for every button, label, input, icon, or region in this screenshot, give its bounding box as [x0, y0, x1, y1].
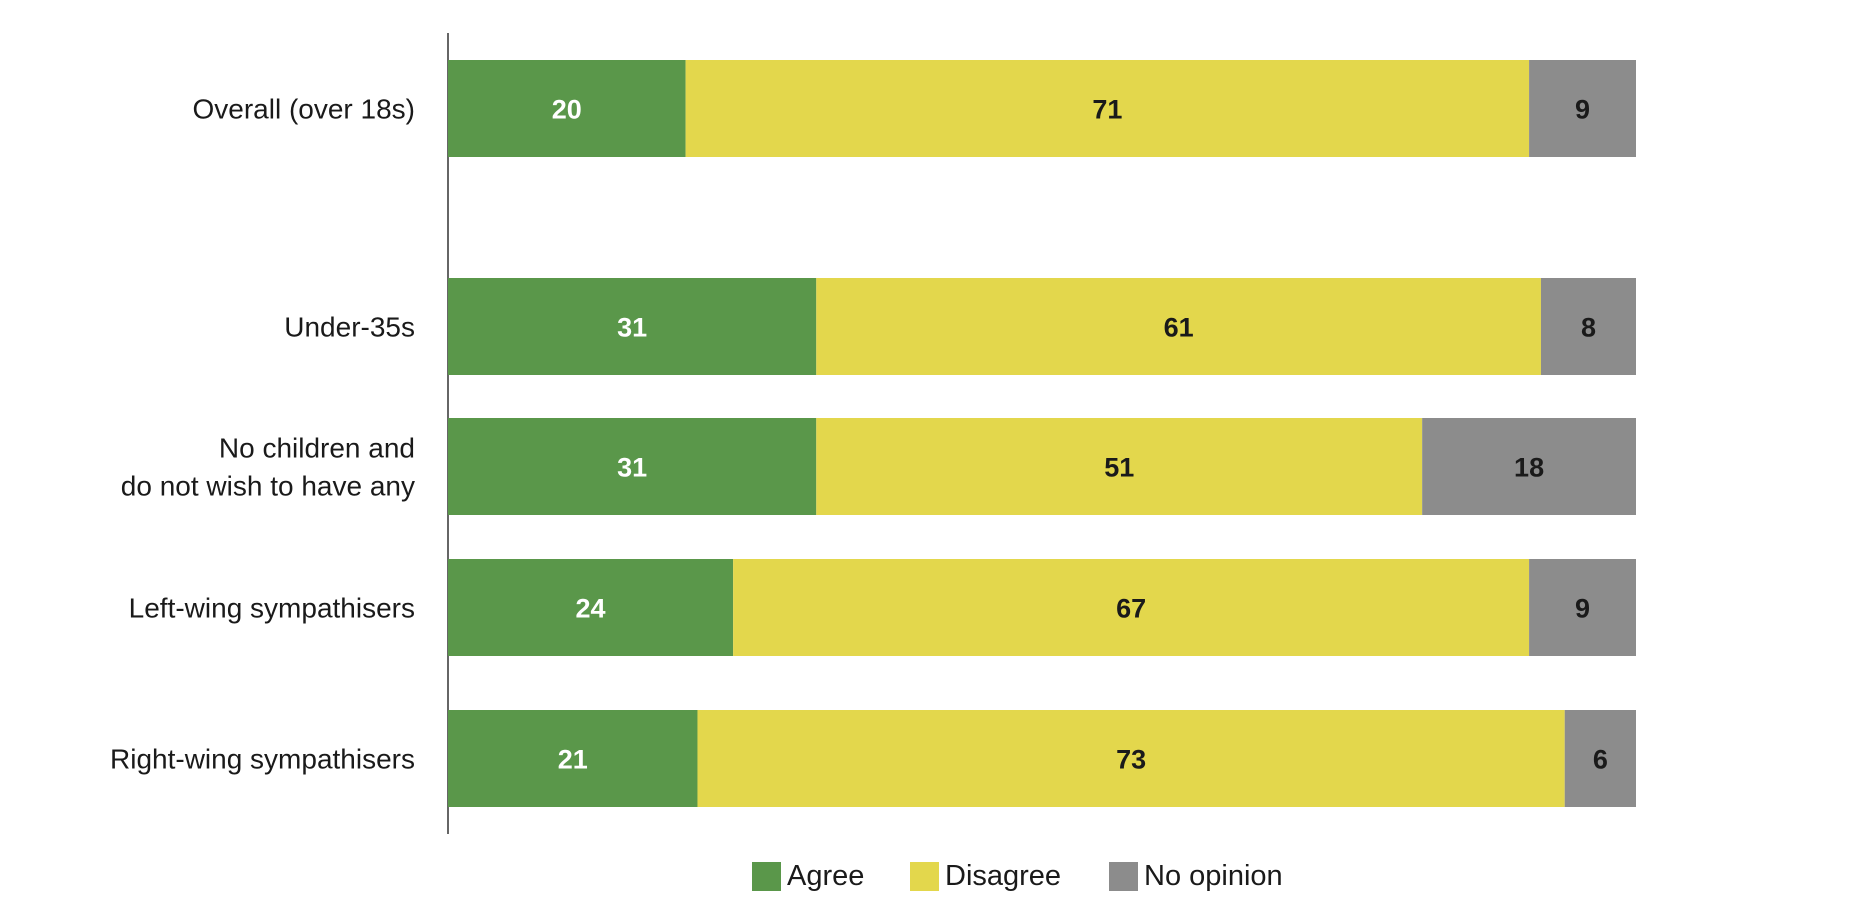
data-label: 8 — [1581, 313, 1596, 343]
category-label: Left-wing sympathisers — [129, 593, 415, 624]
data-label: 18 — [1514, 453, 1544, 483]
data-label: 73 — [1116, 745, 1146, 775]
data-label: 67 — [1116, 594, 1146, 624]
bar-agree — [448, 710, 698, 807]
data-label: 51 — [1104, 453, 1134, 483]
bar-disagree — [816, 278, 1541, 375]
bar-agree — [448, 559, 734, 656]
data-label: 20 — [552, 95, 582, 125]
bar-disagree — [816, 418, 1423, 515]
bar-no-opinion — [1540, 278, 1636, 375]
legend-label: Disagree — [945, 860, 1062, 892]
data-label: 9 — [1575, 95, 1590, 125]
category-label: Overall (over 18s) — [192, 94, 415, 125]
bar-disagree — [685, 60, 1530, 157]
bar-disagree — [697, 710, 1565, 807]
bar-agree — [448, 418, 817, 515]
legend-swatch — [1109, 862, 1138, 891]
data-label: 21 — [558, 745, 588, 775]
legend-item: Disagree — [910, 860, 1061, 893]
bar-no-opinion — [1529, 559, 1636, 656]
legend-swatch — [752, 862, 781, 891]
legend-item: Agree — [752, 860, 864, 893]
data-label: 71 — [1092, 95, 1122, 125]
bar-agree — [448, 278, 817, 375]
category-label: Right-wing sympathisers — [110, 744, 415, 775]
legend-swatch — [910, 862, 939, 891]
data-label: 9 — [1575, 594, 1590, 624]
category-label: No children and do not wish to have any — [121, 433, 415, 502]
data-label: 24 — [576, 594, 606, 624]
data-label: 61 — [1164, 313, 1194, 343]
bar-disagree — [733, 559, 1530, 656]
legend-label: Agree — [787, 860, 865, 892]
category-label: Under-35s — [284, 312, 415, 343]
legend-label: No opinion — [1144, 860, 1283, 892]
bar-no-opinion — [1564, 710, 1636, 807]
legend-item: No opinion — [1109, 860, 1283, 893]
bar-agree — [448, 60, 686, 157]
data-label: 6 — [1593, 745, 1608, 775]
bar-no-opinion — [1529, 60, 1636, 157]
bar-no-opinion — [1422, 418, 1636, 515]
data-label: 31 — [617, 313, 647, 343]
data-label: 31 — [617, 453, 647, 483]
